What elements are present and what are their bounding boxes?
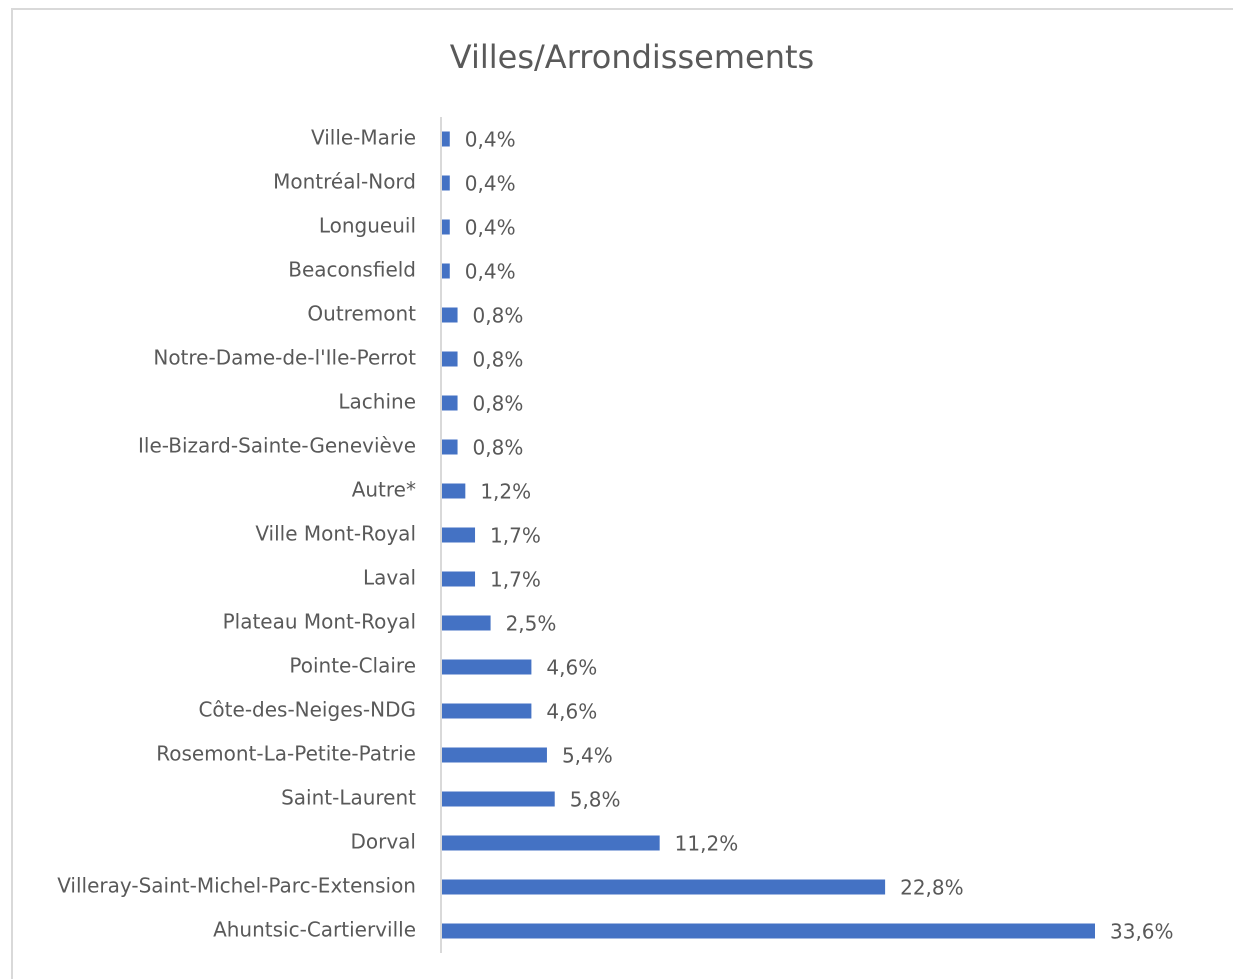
data-label: 22,8% (900, 876, 964, 900)
data-label: 0,4% (465, 216, 516, 240)
data-label: 33,6% (1110, 920, 1174, 944)
bar (442, 791, 555, 807)
data-label: 5,8% (570, 788, 621, 812)
bar (442, 131, 450, 147)
data-label: 0,8% (473, 392, 524, 416)
category-label: Pointe-Claire (289, 654, 416, 678)
data-label: 1,2% (480, 480, 531, 504)
data-label: 0,8% (473, 304, 524, 328)
category-label: Beaconsfield (288, 258, 416, 282)
bar (442, 747, 547, 763)
category-label: Rosemont-La-Petite-Patrie (156, 742, 416, 766)
data-label: 0,4% (465, 172, 516, 196)
bar (442, 835, 660, 851)
data-label: 0,8% (473, 436, 524, 460)
bar (442, 923, 1095, 939)
bar (442, 527, 476, 543)
data-label: 4,6% (546, 700, 597, 724)
bar (442, 483, 466, 499)
category-label: Laval (363, 566, 416, 590)
data-label: 1,7% (490, 524, 541, 548)
category-label: Lachine (338, 390, 416, 414)
category-label: Ahuntsic-Cartierville (213, 918, 416, 942)
bar (442, 307, 458, 323)
bar (442, 439, 458, 455)
category-label: Plateau Mont-Royal (223, 610, 416, 634)
data-label: 2,5% (506, 612, 557, 636)
category-label: Dorval (350, 830, 416, 854)
chart-frame (11, 8, 1233, 979)
bar (442, 175, 450, 191)
category-label: Saint-Laurent (281, 786, 416, 810)
data-label: 1,7% (490, 568, 541, 592)
category-label: Villeray-Saint-Michel-Parc-Extension (57, 874, 416, 898)
category-label: Autre* (352, 478, 416, 502)
category-label: Montréal-Nord (273, 170, 416, 194)
bar (442, 263, 450, 279)
bar (442, 659, 532, 675)
data-label: 4,6% (546, 656, 597, 680)
bar (442, 351, 458, 367)
data-label: 0,8% (473, 348, 524, 372)
bar (442, 703, 532, 719)
bar (442, 571, 476, 587)
bar (442, 395, 458, 411)
bar (442, 879, 886, 895)
category-label: Ile-Bizard-Sainte-Geneviève (138, 434, 416, 458)
data-label: 11,2% (675, 832, 739, 856)
data-label: 0,4% (465, 260, 516, 284)
category-label: Longueuil (319, 214, 416, 238)
chart-title: Villes/Arrondissements (450, 38, 814, 76)
category-label: Côte-des-Neiges-NDG (198, 698, 416, 722)
bar (442, 219, 450, 235)
category-label: Ville Mont-Royal (255, 522, 416, 546)
bar (442, 615, 491, 631)
category-label: Notre-Dame-de-l'Ile-Perrot (153, 346, 416, 370)
data-label: 0,4% (465, 128, 516, 152)
category-label: Ville-Marie (311, 126, 416, 150)
category-label: Outremont (307, 302, 416, 326)
data-label: 5,4% (562, 744, 613, 768)
